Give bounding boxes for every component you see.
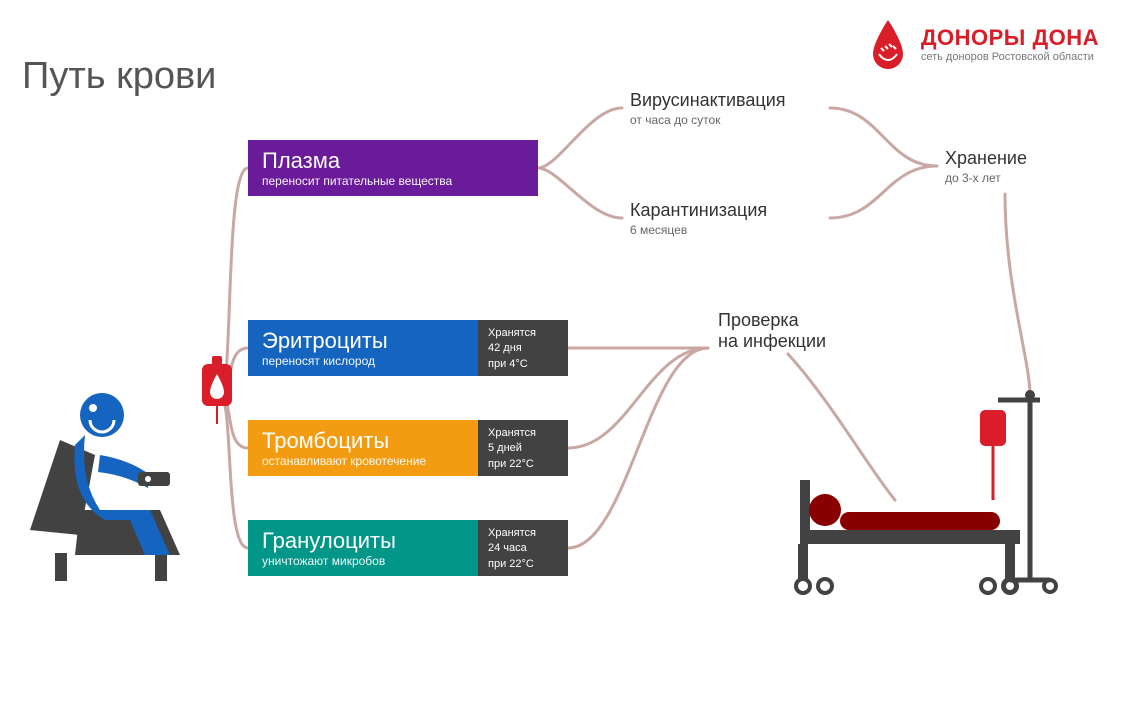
storage-label: Хранение до 3-х лет bbox=[945, 148, 1027, 185]
eryth-sub: переносят кислород bbox=[262, 354, 464, 368]
infection-check-label: Проверка на инфекции bbox=[718, 310, 826, 352]
check-sub: на инфекции bbox=[718, 331, 826, 352]
thrombocytes-box: Тромбоциты останавливают кровотечение bbox=[248, 420, 478, 476]
virus-title: Вирусинактивация bbox=[630, 90, 786, 111]
store-sub: до 3-х лет bbox=[945, 171, 1027, 185]
plasma-title: Плазма bbox=[262, 148, 524, 174]
hospital-bed-icon bbox=[796, 390, 1056, 593]
eryth-title: Эритроциты bbox=[262, 328, 464, 354]
erythrocytes-box: Эритроциты переносят кислород bbox=[248, 320, 478, 376]
virus-sub: от часа до суток bbox=[630, 113, 786, 127]
granulo-sub: уничтожают микробов bbox=[262, 554, 464, 568]
donor-icon bbox=[30, 393, 180, 581]
plasma-box: Плазма переносит питательные вещества bbox=[248, 140, 538, 196]
quarantine-label: Карантинизация 6 месяцев bbox=[630, 200, 767, 237]
virus-inactivation-label: Вирусинактивация от часа до суток bbox=[630, 90, 786, 127]
plasma-sub: переносит питательные вещества bbox=[262, 174, 524, 188]
granulocytes-box: Гранулоциты уничтожают микробов bbox=[248, 520, 478, 576]
thromb-title: Тромбоциты bbox=[262, 428, 464, 454]
check-title: Проверка bbox=[718, 310, 826, 331]
quaran-sub: 6 месяцев bbox=[630, 223, 767, 237]
thromb-sub: останавливают кровотечение bbox=[262, 454, 464, 468]
granulo-storage-note: Хранятся24 часапри 22°C bbox=[478, 520, 568, 576]
thromb-storage-note: Хранятся5 днейпри 22°C bbox=[478, 420, 568, 476]
store-title: Хранение bbox=[945, 148, 1027, 169]
eryth-storage-note: Хранятся42 дняпри 4°C bbox=[478, 320, 568, 376]
granulo-title: Гранулоциты bbox=[262, 528, 464, 554]
quaran-title: Карантинизация bbox=[630, 200, 767, 221]
